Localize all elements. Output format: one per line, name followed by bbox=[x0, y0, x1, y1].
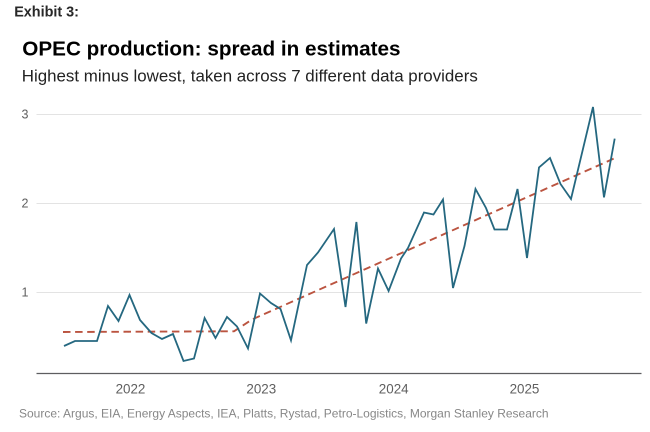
svg-text:Highest minus lowest, taken ac: Highest minus lowest, taken across 7 dif… bbox=[22, 66, 478, 85]
svg-text:2022: 2022 bbox=[116, 381, 146, 396]
svg-text:1: 1 bbox=[22, 286, 29, 300]
svg-text:2024: 2024 bbox=[379, 381, 409, 396]
svg-text:OPEC production: spread in est: OPEC production: spread in estimates bbox=[22, 38, 400, 61]
svg-text:2: 2 bbox=[22, 197, 29, 211]
svg-text:Source: Argus, EIA, Energy Asp: Source: Argus, EIA, Energy Aspects, IEA,… bbox=[19, 406, 549, 420]
svg-text:2023: 2023 bbox=[246, 381, 276, 396]
svg-text:2025: 2025 bbox=[510, 381, 540, 396]
svg-text:Exhibit 3:: Exhibit 3: bbox=[14, 5, 79, 21]
svg-text:3: 3 bbox=[22, 107, 29, 121]
